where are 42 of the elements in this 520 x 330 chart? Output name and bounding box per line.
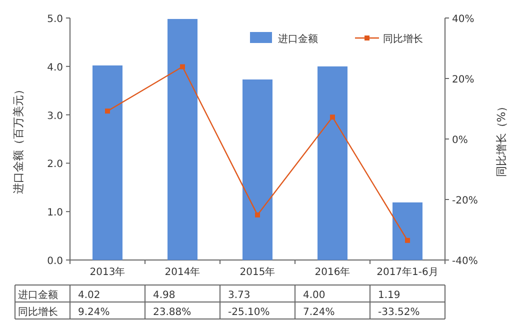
data-label: -25.10%	[228, 307, 270, 318]
text: 1.0	[47, 208, 63, 219]
data-label: 23.88%	[153, 307, 192, 318]
data-label: -33.52%	[378, 307, 420, 318]
data-label: 3.73	[228, 290, 250, 301]
data-label: 4.98	[153, 290, 176, 301]
text: 4.0	[47, 62, 63, 74]
point	[180, 64, 185, 70]
point	[255, 212, 260, 218]
data-label: 9.24%	[78, 307, 110, 318]
y2-tick-label: -40%	[452, 256, 478, 267]
x-tick-label: 2016年	[314, 266, 350, 278]
bar	[318, 66, 348, 260]
bar	[242, 79, 272, 260]
y-axis-title: 进口金额（百万美元）	[12, 84, 25, 194]
text: 5.0	[47, 14, 63, 25]
point	[330, 114, 335, 120]
x-tick-label: 2014年	[164, 266, 200, 278]
bar	[92, 65, 122, 260]
text: 3.0	[47, 110, 63, 122]
text: 进口金额	[18, 290, 58, 301]
data-label: 4.02	[78, 290, 100, 301]
legend-label: 进口金额	[278, 33, 318, 45]
point	[405, 238, 410, 243]
text: 2.0	[47, 159, 63, 170]
y2-tick-label: -20%	[452, 196, 478, 206]
data-label: 1.19	[378, 290, 400, 301]
y2-tick-label: 0%	[452, 135, 468, 146]
data-label: 7.24%	[303, 307, 335, 318]
data-label: 4.00	[303, 290, 326, 301]
y2-axis-title: 同比增长（%）	[495, 100, 508, 178]
x-tick-label: 2013年	[90, 266, 126, 278]
text: 同比增长	[18, 307, 58, 318]
bar	[168, 18, 198, 260]
text: 0.0	[47, 256, 63, 267]
x-tick-label: 2015年	[240, 266, 276, 278]
bar	[392, 202, 422, 260]
x-tick-label: 2017年1-6月	[376, 266, 438, 278]
y2-tick-label: 40%	[452, 14, 474, 25]
point	[105, 108, 110, 114]
legend-label: 同比增长	[383, 33, 423, 45]
y2-tick-label: 20%	[452, 74, 474, 86]
